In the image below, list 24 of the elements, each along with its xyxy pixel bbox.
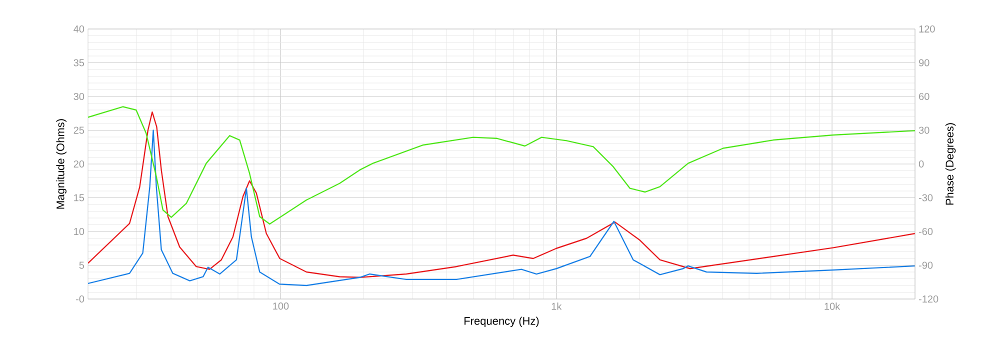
y-tick-label: 10	[74, 228, 84, 236]
y-tick-label: 20	[74, 160, 84, 168]
y2-tick-label: 90	[919, 59, 930, 66]
y2-axis-title: Phase (Degrees)	[945, 123, 956, 205]
y-tick-label: -0	[76, 295, 84, 303]
y-tick-label: 30	[74, 92, 84, 100]
y2-tick-label: -90	[918, 262, 933, 269]
y2-tick-label: -60	[918, 228, 933, 236]
y-tick-label: 5	[79, 262, 84, 269]
y-axis-title: Magnitude (Ohms)	[56, 119, 66, 209]
x-tick-label: 100	[273, 302, 289, 310]
y-tick-label: 25	[74, 126, 84, 134]
y-tick-label: 40	[74, 25, 84, 33]
y2-tick-label: -30	[918, 194, 933, 202]
y2-tick-label: 0	[918, 160, 924, 168]
y2-tick-label: 120	[919, 25, 935, 33]
y2-tick-label: -120	[918, 295, 938, 303]
y-tick-label: 15	[74, 194, 84, 202]
x-tick-label: 1k	[552, 302, 562, 310]
x-axis-title: Frequency (Hz)	[464, 316, 539, 327]
y2-tick-label: 30	[918, 126, 930, 134]
y-tick-label: 35	[74, 59, 84, 66]
y2-tick-label: 60	[919, 92, 930, 100]
x-tick-label: 10k	[824, 302, 840, 310]
